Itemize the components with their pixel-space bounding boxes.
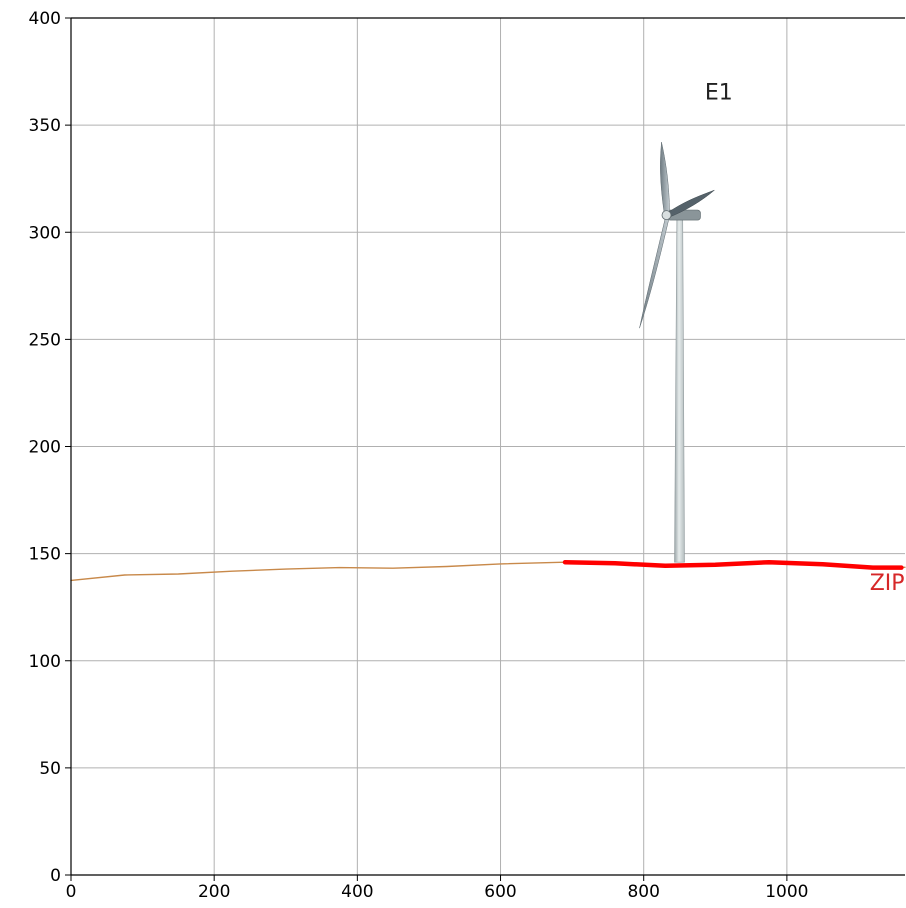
x-tick-label: 600 bbox=[484, 882, 516, 902]
grid-lines bbox=[70, 17, 905, 876]
y-tick-label: 400 bbox=[29, 9, 61, 29]
y-tick-label: 100 bbox=[29, 652, 61, 672]
turbine-label: E1 bbox=[705, 80, 733, 105]
y-tick-label: 200 bbox=[29, 438, 61, 458]
zip-profile-line bbox=[562, 559, 904, 570]
turbine-blade bbox=[668, 189, 715, 218]
y-tick-label: 250 bbox=[29, 330, 61, 350]
x-tick-label: 800 bbox=[627, 882, 659, 902]
y-tick-label: 0 bbox=[50, 866, 61, 886]
turbine-blade bbox=[639, 215, 670, 329]
tick-labels: 0 200 400 600 800 1000 0 50 100 150 200 250 300 350 40… bbox=[29, 9, 809, 902]
y-tick-label: 300 bbox=[29, 223, 61, 243]
turbine-hub bbox=[661, 210, 672, 221]
turbine-blade bbox=[660, 142, 670, 216]
series-lines bbox=[70, 559, 906, 582]
axes bbox=[65, 17, 905, 881]
terrain-profile-line bbox=[70, 561, 906, 582]
y-tick-label: 350 bbox=[29, 116, 61, 136]
annotations: E1 ZIP bbox=[705, 80, 905, 596]
x-tick-label: 0 bbox=[66, 882, 77, 902]
y-tick-label: 150 bbox=[29, 545, 61, 565]
zip-label: ZIP bbox=[870, 571, 905, 596]
turbine-tower bbox=[674, 214, 685, 563]
x-tick-label: 200 bbox=[198, 882, 230, 902]
wind-turbine-image bbox=[639, 142, 715, 563]
x-tick-label: 400 bbox=[341, 882, 373, 902]
y-tick-label: 50 bbox=[39, 759, 61, 779]
x-tick-label: 1000 bbox=[765, 882, 808, 902]
